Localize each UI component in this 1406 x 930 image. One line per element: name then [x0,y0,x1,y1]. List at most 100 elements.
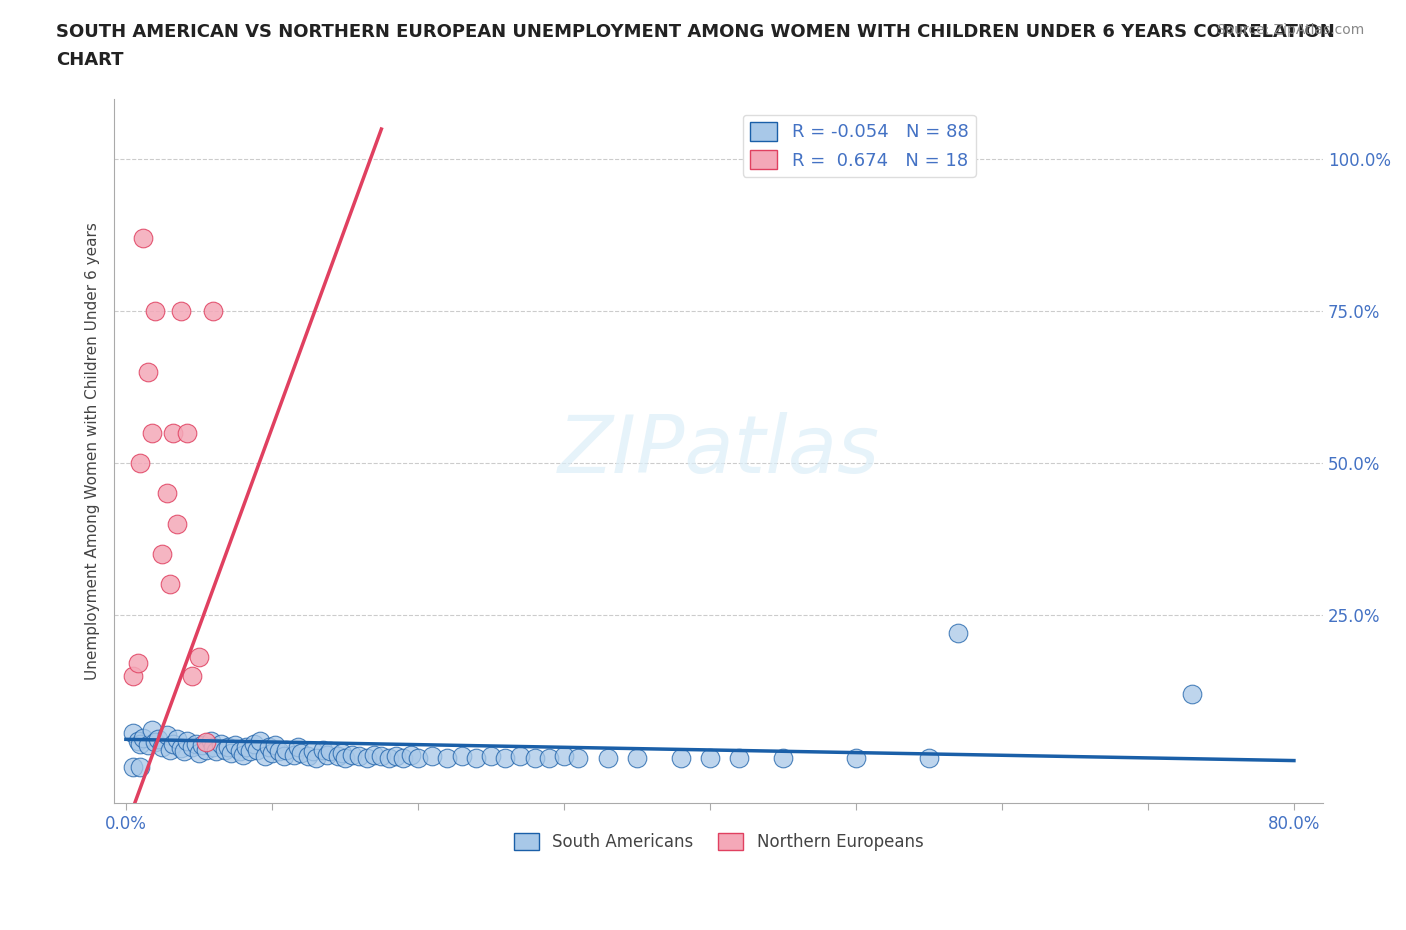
Point [918,751,941,765]
Point [290,746,312,761]
Point [180,668,202,683]
Point [146,732,169,747]
Point [200,734,222,749]
Point [399,747,422,762]
Point [287,739,309,754]
Point [567,751,589,765]
Point [249,734,271,749]
Point [370,749,392,764]
Point [239,744,262,759]
Point [946,626,969,641]
Point [330,746,353,761]
Point [845,751,868,765]
Point [187,746,209,761]
Point [129,759,152,774]
Text: Source: ZipAtlas.com: Source: ZipAtlas.com [1216,23,1364,37]
Point [333,751,356,765]
Point [553,749,575,764]
Point [159,577,181,591]
Point [162,425,184,440]
Point [699,751,721,765]
Point [136,738,159,753]
Point [728,751,751,765]
Point [166,516,188,531]
Point [297,749,319,764]
Text: CHART: CHART [56,51,124,69]
Point [479,749,502,764]
Point [349,749,371,764]
Point [301,744,323,759]
Point [129,737,152,751]
Point [596,751,619,765]
Point [305,751,328,765]
Point [316,747,339,762]
Point [312,742,335,757]
Point [156,486,179,501]
Point [150,739,173,754]
Point [326,749,349,764]
Point [450,749,472,764]
Point [523,751,546,765]
Point [224,738,246,753]
Point [132,231,155,246]
Point [273,749,295,764]
Point [184,737,207,751]
Point [538,751,561,765]
Point [136,365,159,379]
Point [150,547,173,562]
Point [217,739,239,754]
Text: SOUTH AMERICAN VS NORTHERN EUROPEAN UNEMPLOYMENT AMONG WOMEN WITH CHILDREN UNDER: SOUTH AMERICAN VS NORTHERN EUROPEAN UNEM… [56,23,1334,41]
Point [495,751,517,765]
Point [202,739,225,754]
Point [166,732,188,747]
Point [141,425,163,440]
Point [122,668,145,683]
Point [195,735,218,750]
Point [156,727,179,742]
Point [209,737,232,751]
Point [253,749,276,764]
Point [170,304,193,319]
Point [626,751,648,765]
Point [509,749,531,764]
Point [436,751,458,765]
Point [187,650,209,665]
Point [465,751,488,765]
Point [159,742,181,757]
Point [260,746,283,761]
Point [176,734,198,749]
Point [422,749,444,764]
Point [173,744,195,759]
Point [219,746,242,761]
Point [377,751,399,765]
Point [122,759,145,774]
Point [205,744,228,759]
Point [340,747,363,762]
Point [363,747,385,762]
Point [202,304,225,319]
Point [143,735,166,750]
Point [176,425,198,440]
Text: ZIPatlas: ZIPatlas [558,412,880,490]
Point [356,751,378,765]
Point [257,739,280,754]
Point [283,747,305,762]
Point [129,456,152,471]
Point [214,742,236,757]
Point [669,751,692,765]
Point [122,725,145,740]
Point [235,739,257,754]
Point [127,734,149,749]
Point [191,738,214,753]
Point [246,742,269,757]
Point [141,723,163,737]
Point [243,737,266,751]
Point [180,739,202,754]
Point [232,747,254,762]
Point [406,751,429,765]
Point [263,738,285,753]
Point [170,741,193,756]
Point [319,744,342,759]
Point [132,730,155,745]
Point [195,742,218,757]
